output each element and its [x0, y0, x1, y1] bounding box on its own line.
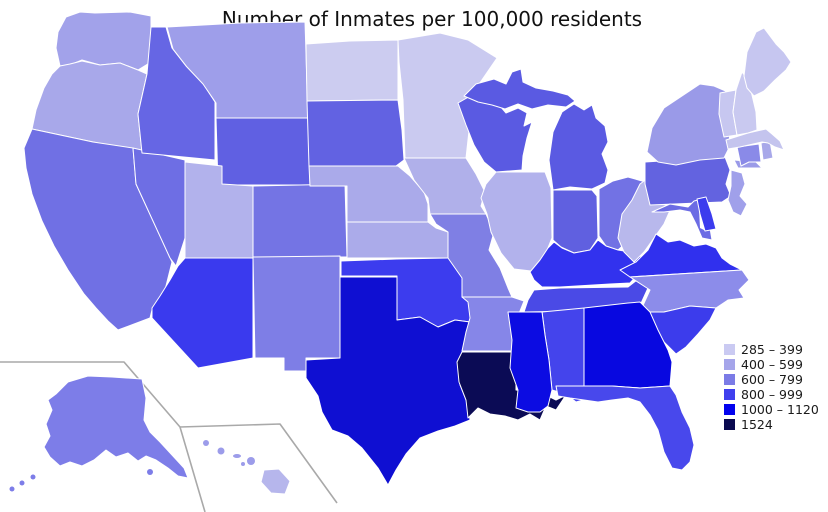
map-legend: 285 – 399 400 – 599 600 – 799 800 – 999 … — [724, 342, 819, 432]
state-nebraska — [308, 165, 429, 223]
state-maryland — [651, 198, 713, 241]
state-delaware — [696, 196, 717, 232]
state-texas — [305, 276, 471, 486]
hawaii-island-kauai — [203, 440, 209, 446]
legend-swatch — [724, 344, 735, 355]
state-pennsylvania — [644, 156, 732, 206]
state-arizona — [151, 257, 254, 369]
hawaii-inset-border — [179, 423, 338, 504]
legend-swatch — [724, 419, 735, 430]
hawaii-island-lanai — [241, 462, 245, 466]
kodiak-island — [147, 469, 153, 475]
state-south-dakota — [306, 99, 405, 167]
state-nevada — [132, 147, 186, 267]
state-west-virginia — [617, 177, 673, 263]
state-massachusetts — [725, 128, 785, 151]
legend-label: 600 – 799 — [741, 372, 803, 387]
alaska-inset — [9, 375, 189, 492]
legend-swatch — [724, 389, 735, 400]
state-new-york — [646, 83, 732, 166]
state-new-jersey — [727, 169, 748, 217]
state-wisconsin — [457, 94, 533, 173]
legend-label: 800 – 999 — [741, 387, 803, 402]
state-illinois — [480, 171, 553, 272]
hawaii-island-maui — [247, 457, 255, 465]
state-florida — [555, 385, 695, 471]
state-mississippi — [507, 311, 553, 413]
state-montana — [166, 21, 309, 119]
hawaii-island-oahu — [217, 447, 225, 455]
state-kansas — [346, 221, 449, 259]
legend-label: 285 – 399 — [741, 342, 803, 357]
state-michigan — [548, 103, 609, 191]
state-iowa — [403, 157, 487, 215]
legend-label: 400 – 599 — [741, 357, 803, 372]
state-michigan-upper-peninsula — [463, 68, 576, 110]
legend-swatch — [724, 359, 735, 370]
hawaii-island-molokai — [233, 454, 241, 458]
state-alaska — [43, 375, 189, 479]
aleutian-island — [9, 486, 15, 492]
legend-swatch — [724, 404, 735, 415]
state-colorado — [252, 183, 348, 258]
state-north-dakota — [305, 39, 399, 102]
states-layer — [23, 11, 792, 486]
aleutian-island — [30, 474, 36, 480]
hawaii-island-big-island — [260, 468, 291, 495]
state-wyoming — [215, 117, 311, 186]
legend-label: 1000 – 1120 — [741, 402, 819, 417]
aleutian-island — [19, 480, 25, 486]
state-maine — [743, 27, 792, 97]
hawaii-inset — [203, 440, 291, 495]
state-connecticut — [736, 143, 762, 167]
state-new-mexico — [252, 255, 341, 372]
state-indiana — [552, 189, 599, 254]
legend-swatch — [724, 374, 735, 385]
state-virginia — [619, 233, 743, 278]
alaska-inset-border — [0, 361, 206, 512]
state-washington — [55, 11, 152, 71]
legend-label: 1524 — [741, 417, 773, 432]
